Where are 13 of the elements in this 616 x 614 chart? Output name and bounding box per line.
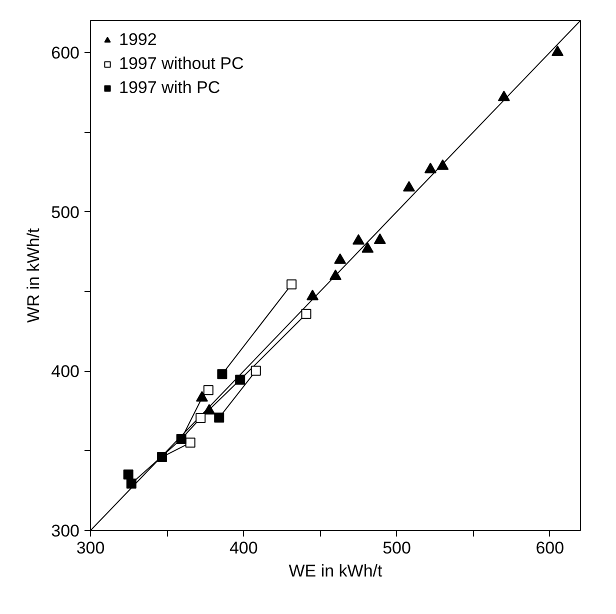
y-tick-label: 300 (51, 522, 80, 540)
x-tick-label: 400 (229, 538, 258, 558)
x-tick-label: 500 (382, 538, 411, 558)
x-axis-title: WE in kWh/t (288, 562, 383, 580)
x-tick-label: 300 (76, 538, 105, 558)
legend-label: 1997 without PC (119, 54, 244, 74)
y-tick-label: 500 (51, 202, 80, 222)
y-axis-title: WR in kWh/t (24, 228, 44, 323)
legend-label: 1997 with PC (119, 78, 220, 98)
x-tick-label: 600 (536, 538, 564, 558)
y-tick-label: 400 (51, 362, 80, 382)
legend-label: 1992 (119, 30, 157, 50)
y-tick-label: 600 (51, 43, 80, 62)
